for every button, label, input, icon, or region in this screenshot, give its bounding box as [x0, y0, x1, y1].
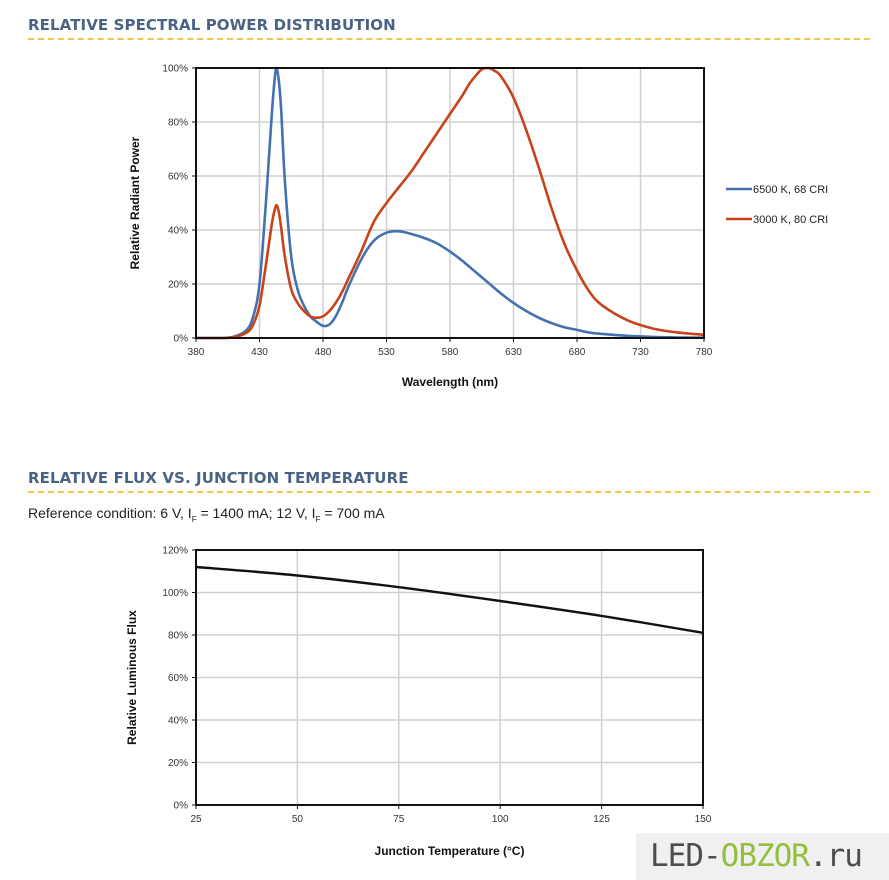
chart2-x-ticks: 25 50 75 100 125 150 [190, 805, 712, 825]
chart1-y-ticks: 0% 20% 40% 60% 80% 100% [162, 64, 196, 345]
y-tick-label: 80% [168, 631, 188, 642]
y-tick-label: 100% [162, 64, 188, 75]
ref-cond-suffix: = 700 mA [320, 505, 385, 521]
chart1-legend: 6500 K, 68 CRI 3000 K, 80 CRI [726, 184, 828, 226]
spectral-power-chart: 0% 20% 40% 60% 80% 100% 380 430 480 530 580 630 680… [128, 64, 828, 390]
y-tick-label: 80% [168, 118, 188, 129]
chart2-y-ticks: 0% 20% 40% 60% 80% 100% 120% [162, 546, 196, 812]
x-tick-label: 25 [190, 814, 202, 825]
chart2-x-axis-label: Junction Temperature (°C) [375, 844, 525, 858]
x-tick-label: 780 [696, 347, 713, 358]
x-tick-label: 125 [593, 814, 610, 825]
x-tick-label: 430 [251, 347, 268, 358]
chart2-y-axis-label: Relative Luminous Flux [125, 610, 139, 745]
y-tick-label: 40% [168, 226, 188, 237]
x-tick-label: 730 [632, 347, 649, 358]
x-tick-label: 480 [315, 347, 332, 358]
watermark-obzor: OBZOR [720, 838, 810, 874]
y-tick-label: 60% [168, 172, 188, 183]
reference-condition: Reference condition: 6 V, IF = 1400 mA; … [28, 505, 385, 524]
chart2-series [195, 565, 704, 635]
spectral-title-divider [28, 38, 870, 40]
chart1-y-axis-label: Relative Radiant Power [128, 136, 142, 269]
flux-title-divider [28, 491, 870, 493]
chart2-grid [196, 550, 703, 805]
ref-cond-sub-1: F [191, 514, 197, 524]
x-tick-label: 680 [569, 347, 586, 358]
x-tick-label: 530 [378, 347, 395, 358]
y-tick-label: 20% [168, 758, 188, 769]
series-line-0 [195, 565, 704, 635]
series-line-1 [195, 66, 705, 340]
x-tick-label: 50 [292, 814, 304, 825]
chart1-series [195, 66, 705, 340]
x-tick-label: 630 [505, 347, 522, 358]
watermark-logo: LED-OBZOR.ru [636, 833, 889, 880]
chart1-x-axis-label: Wavelength (nm) [402, 375, 498, 389]
x-tick-label: 75 [393, 814, 405, 825]
y-tick-label: 40% [168, 716, 188, 727]
x-tick-label: 580 [442, 347, 459, 358]
watermark-ru: .ru [808, 838, 863, 874]
legend-label-1: 3000 K, 80 CRI [753, 214, 828, 226]
spectral-section-title: RELATIVE SPECTRAL POWER DISTRIBUTION [28, 16, 396, 34]
ref-cond-middle: = 1400 mA; 12 V, I [196, 505, 316, 521]
y-tick-label: 0% [174, 801, 189, 812]
flux-section-title: RELATIVE FLUX VS. JUNCTION TEMPERATURE [28, 469, 409, 487]
legend-label-0: 6500 K, 68 CRI [753, 184, 828, 196]
y-tick-label: 20% [168, 280, 188, 291]
x-tick-label: 150 [695, 814, 712, 825]
y-tick-label: 120% [162, 546, 188, 557]
x-tick-label: 100 [492, 814, 509, 825]
chart1-x-ticks: 380 430 480 530 580 630 680 730 780 [188, 338, 713, 358]
series-line-0 [195, 66, 705, 340]
y-tick-label: 100% [162, 588, 188, 599]
watermark-led: LED- [650, 838, 722, 874]
ref-cond-sub-2: F [315, 514, 321, 524]
x-tick-label: 380 [188, 347, 205, 358]
y-tick-label: 0% [174, 334, 189, 345]
ref-cond-prefix: Reference condition: 6 V, I [28, 505, 192, 521]
y-tick-label: 60% [168, 673, 188, 684]
